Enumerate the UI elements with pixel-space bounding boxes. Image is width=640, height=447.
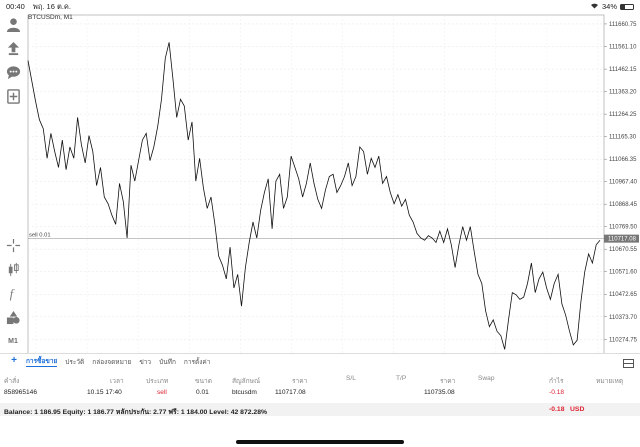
chart-svg[interactable]: sell 0.01 110717.08 111660.75 111561.10 111… [26, 13, 640, 370]
header-cell: เวลา [110, 378, 124, 385]
objects-icon[interactable] [4, 308, 22, 326]
new-order-icon[interactable] [4, 87, 22, 105]
account-icon[interactable] [4, 15, 22, 33]
sell-line-label: sell 0.01 [29, 233, 51, 239]
price-series-line [27, 42, 601, 350]
tab-5[interactable]: การตั้งค่า [183, 358, 211, 366]
price-label: 111165.30 [609, 135, 637, 141]
price-label: 111264.25 [609, 112, 637, 118]
cell-price: 110735.08 [424, 389, 455, 396]
cell-time: 10.15 17:40 [87, 389, 122, 396]
price-label: 110868.45 [609, 202, 638, 208]
price-chart[interactable]: sell 0.01 110717.08 111660.75 111561.10 111… [26, 13, 640, 370]
add-icon[interactable]: + [11, 354, 17, 366]
cell-profit: -0.18 [549, 389, 565, 396]
header-cell: ราคา [440, 378, 456, 385]
indicators-icon[interactable]: f [4, 284, 22, 302]
home-indicator[interactable] [236, 440, 404, 444]
toggle-panel-icon[interactable] [623, 356, 634, 368]
trade-arrows-icon[interactable] [4, 39, 22, 57]
battery-icon [620, 3, 634, 10]
header-cell: Swap [478, 375, 495, 382]
price-label: 111066.35 [609, 157, 637, 163]
price-label: 110769.50 [609, 225, 638, 231]
bottom-tabs: + การซื้อขาย ประวัติ กล่องจดหมาย ข่าว บันทึก… [0, 353, 640, 369]
price-label: 110571.60 [609, 270, 638, 276]
table-row[interactable]: 858965146 10.15 17:40 sell 0.01 btcusdm … [0, 386, 640, 400]
price-label: 111462.15 [609, 67, 637, 73]
price-label: 111561.10 [609, 45, 637, 51]
price-label: 110472.65 [609, 292, 638, 298]
tab-3[interactable]: ข่าว [139, 358, 152, 366]
tab-0[interactable]: การซื้อขาย [26, 358, 58, 367]
status-time: 00:40 [6, 1, 25, 11]
header-cell: หมายเหตุ [596, 378, 624, 385]
current-price-label: 110717.08 [608, 237, 637, 243]
chat-icon[interactable] [4, 63, 22, 81]
cell-symbol: btcusdm [232, 389, 257, 396]
cell-type: sell [157, 389, 167, 396]
cell-order: 858965146 [4, 389, 38, 396]
tab-4[interactable]: บันทึก [159, 358, 176, 366]
tab-1[interactable]: ประวัติ [65, 358, 85, 366]
current-price-tag [604, 234, 639, 243]
header-cell: S/L [346, 375, 356, 382]
plot-frame [27, 14, 605, 355]
left-toolbar: f M1 [0, 13, 26, 383]
cell-open-price: 110717.08 [275, 389, 306, 396]
header-cell: กำไร [549, 378, 564, 385]
status-date: พฤ. 16 ต.ค. [32, 1, 72, 11]
table-header: คำสั่ง เวลา ประเภท ขนาด สัญลักษณ์ ราคา S/L T/P ร… [0, 372, 640, 386]
timeframe-button[interactable]: M1 [4, 332, 22, 350]
battery-percent: 34% [601, 2, 617, 11]
wifi-icon [590, 2, 599, 11]
price-label: 110274.75 [609, 337, 638, 343]
svg-text:f: f [9, 287, 14, 301]
timeframe-label: M1 [8, 337, 18, 345]
price-label: 110967.40 [609, 180, 638, 186]
price-label: 110373.70 [609, 315, 638, 321]
header-cell: สัญลักษณ์ [232, 378, 261, 385]
header-cell: คำสั่ง [4, 378, 20, 385]
price-label: 110670.55 [609, 247, 638, 253]
balance-bar: Balance: 1 186.95 Equity: 1 186.77 หลักป… [0, 403, 640, 416]
trade-table: คำสั่ง เวลา ประเภท ขนาด สัญลักษณ์ ราคา S/L T/P ร… [0, 372, 640, 400]
header-cell: ขนาด [195, 378, 212, 385]
header-cell: ประเภท [146, 378, 169, 385]
status-bar: 00:40 พฤ. 16 ต.ค. 34% [0, 0, 640, 13]
chart-type-icon[interactable] [4, 260, 22, 278]
price-label: 111363.20 [609, 90, 637, 96]
header-cell: T/P [396, 375, 407, 382]
tab-2[interactable]: กล่องจดหมาย [92, 358, 132, 366]
price-label: 111660.75 [609, 22, 637, 28]
chart-symbol-title: BTCUSDm, M1 [28, 14, 73, 21]
cell-size: 0.01 [196, 389, 209, 396]
crosshair-icon[interactable] [4, 236, 22, 254]
header-cell: ราคา [292, 378, 308, 385]
balance-summary: Balance: 1 186.95 Equity: 1 186.77 หลักป… [4, 409, 268, 416]
total-profit: -0.18 [549, 406, 565, 413]
currency-label: USD [570, 406, 585, 413]
